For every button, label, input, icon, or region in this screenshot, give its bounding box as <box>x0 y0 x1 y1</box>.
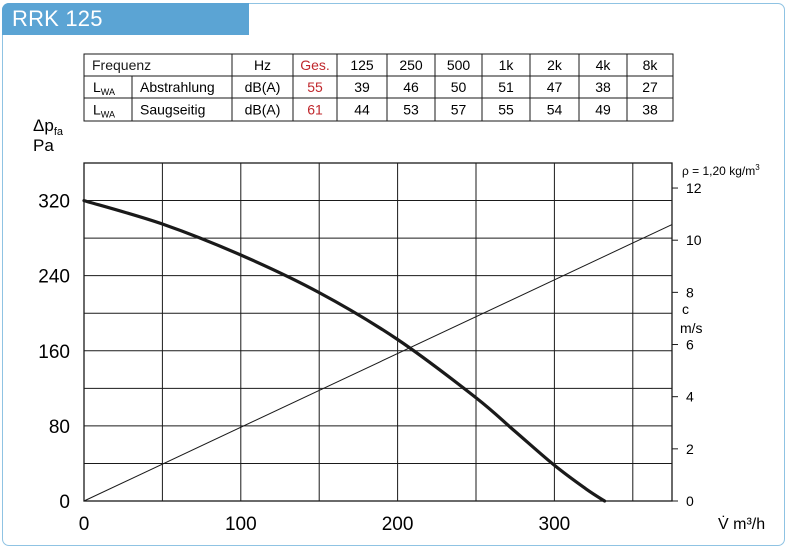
chart-title: RRK 125 <box>12 6 103 31</box>
x-tick-label: 0 <box>79 514 90 535</box>
y-axis-unit: Pa <box>33 136 54 155</box>
table-header-frequency: Frequenz <box>92 57 151 73</box>
table-row-label: Saugseitig <box>140 102 205 118</box>
table-row-unit: dB(A) <box>245 79 281 95</box>
table-cell-value: 50 <box>451 79 467 95</box>
y-tick-label: 80 <box>49 417 70 438</box>
secondary-y-axis-label: c <box>682 301 689 317</box>
secondary-y-tick-label: 6 <box>686 337 694 353</box>
table-cell-value: 53 <box>403 102 419 118</box>
table-cell-value: 54 <box>547 102 563 118</box>
y-tick-label: 320 <box>38 192 70 213</box>
secondary-y-tick-label: 8 <box>686 284 694 300</box>
density-note: ρ = 1,20 kg/m3 <box>682 163 760 178</box>
table-header-band: 125 <box>350 57 374 73</box>
table-cell-value: 44 <box>354 102 370 118</box>
table-cell-value: 47 <box>547 79 563 95</box>
table-header-band: 4k <box>596 57 612 73</box>
secondary-y-tick-label: 0 <box>686 493 694 509</box>
table-cell-value: 39 <box>354 79 370 95</box>
table-row-total: 55 <box>307 79 323 95</box>
chart-frame <box>2 3 785 546</box>
x-tick-label: 300 <box>539 514 571 535</box>
sound-table-border <box>83 53 674 122</box>
velocity-line <box>83 224 673 502</box>
table-row-symbol: LWA <box>93 79 115 97</box>
y-axis-label: Δpfa <box>33 116 64 138</box>
secondary-y-tick-label: 2 <box>686 441 694 457</box>
table-header-band: 2k <box>547 57 563 73</box>
table-cell-value: 38 <box>642 102 658 118</box>
table-header-band: 500 <box>447 57 471 73</box>
x-axis-label: V̇ m³/h <box>718 515 765 533</box>
table-header-unit: Hz <box>254 57 271 73</box>
x-tick-label: 100 <box>225 514 257 535</box>
table-header-total: Ges. <box>300 57 330 73</box>
table-header-band: 250 <box>399 57 423 73</box>
x-tick-label: 200 <box>382 514 414 535</box>
table-cell-value: 55 <box>498 102 514 118</box>
secondary-y-tick-label: 12 <box>686 180 702 196</box>
pressure-curve <box>82 199 607 503</box>
title-banner: RRK 125 <box>2 3 249 35</box>
table-header-band: 8k <box>643 57 659 73</box>
table-cell-value: 57 <box>451 102 467 118</box>
secondary-y-axis-unit: m/s <box>680 320 703 336</box>
table-row-unit: dB(A) <box>245 102 281 118</box>
y-tick-label: 160 <box>38 342 70 363</box>
table-row-symbol: LWA <box>93 102 115 120</box>
secondary-y-tick-label: 10 <box>686 232 702 248</box>
y-tick-label: 0 <box>59 492 70 513</box>
plot-area-border <box>83 162 673 502</box>
table-header-band: 1k <box>499 57 515 73</box>
table-row-total: 61 <box>307 102 323 118</box>
y-tick-label: 240 <box>38 267 70 288</box>
table-cell-value: 46 <box>403 79 419 95</box>
table-row-label: Abstrahlung <box>140 79 215 95</box>
table-cell-value: 51 <box>498 79 514 95</box>
secondary-y-tick-label: 4 <box>686 389 694 405</box>
table-cell-value: 27 <box>642 79 658 95</box>
table-cell-value: 38 <box>595 79 611 95</box>
table-cell-value: 49 <box>595 102 611 118</box>
